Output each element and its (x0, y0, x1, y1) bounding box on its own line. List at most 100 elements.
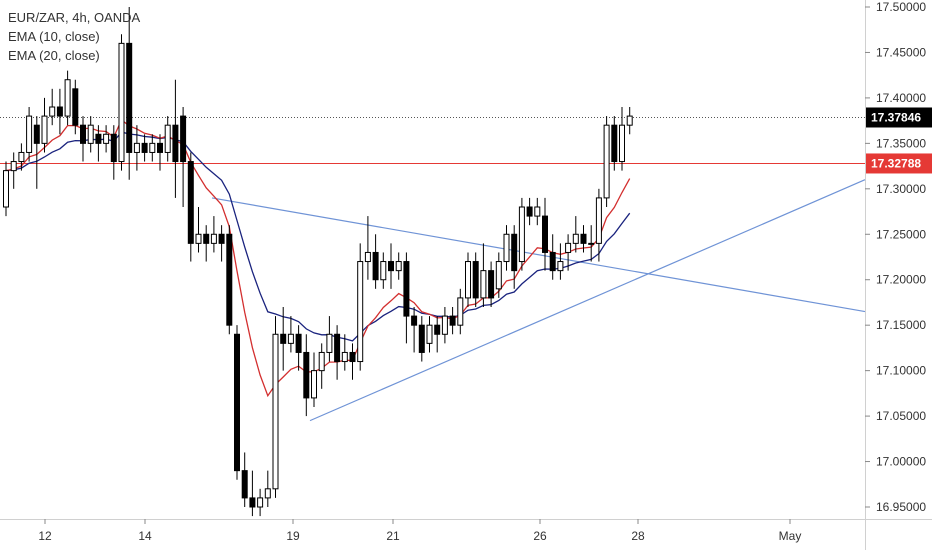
candle-body-up (87, 124, 94, 144)
candle-body-up (557, 261, 564, 272)
candle-body-down (295, 333, 302, 353)
candle-body-down (157, 142, 163, 153)
candle-body-up (311, 370, 317, 399)
candle-body-down (403, 261, 410, 317)
candle-body-down (234, 333, 240, 472)
candle-body-up (588, 242, 595, 245)
candle-body-down (226, 233, 233, 326)
candle-body-up (26, 115, 33, 153)
candle-body-down (472, 261, 479, 299)
candle-body-down (141, 142, 148, 153)
ema-10-label: EMA (10, close) (8, 29, 100, 44)
y-tick-label: 17.50000 (876, 0, 926, 14)
candle-body-up (64, 79, 71, 117)
candle-body-down (280, 333, 287, 344)
candle-body-up (272, 333, 279, 490)
candle-body-down (611, 124, 618, 163)
candle-body-up (426, 324, 433, 344)
candle-body-up (534, 206, 541, 217)
y-tick-label: 17.10000 (876, 364, 926, 378)
candle-body-up (357, 261, 364, 363)
candle-body-down (349, 351, 356, 363)
last-price-label: 17.37846 (871, 110, 921, 124)
descending-trendline (211, 197, 866, 313)
candle-body-up (257, 497, 264, 508)
candle-body-up (195, 233, 202, 244)
candle-body-up (41, 115, 48, 144)
ema-20-line (5, 131, 631, 342)
y-tick-label: 17.20000 (876, 273, 926, 287)
x-tick-label: 14 (138, 529, 152, 543)
candle-body-down (126, 42, 133, 153)
candle-body-up (164, 124, 171, 153)
candle-body-down (203, 233, 210, 244)
candle-body-down (526, 206, 533, 217)
x-tick-label: 12 (38, 529, 52, 543)
candle-body-down (388, 261, 394, 272)
candle-body-down (72, 88, 79, 126)
candle-body-up (149, 142, 156, 153)
y-tick-label: 17.15000 (876, 318, 926, 332)
candle-body-down (33, 124, 40, 144)
y-tick-label: 17.30000 (876, 182, 926, 196)
chart-legend: EUR/ZAR, 4h, OANDA EMA (10, close) EMA (… (8, 8, 140, 65)
candle-body-up (10, 161, 17, 172)
candle-body-up (287, 333, 294, 344)
candle-body-down (303, 351, 310, 399)
ema-20-label: EMA (20, close) (8, 48, 100, 63)
candle-body-up (518, 206, 525, 263)
y-tick-label: 17.35000 (876, 136, 926, 150)
candle-body-up (503, 233, 510, 263)
candle-body-down (218, 233, 225, 244)
candle-body-down (249, 497, 256, 508)
ascending-trendline (309, 179, 866, 422)
candle-body-up (380, 261, 387, 281)
candle-body-up (318, 351, 325, 372)
candle-body-down (187, 161, 194, 244)
candle-body-up (326, 333, 333, 353)
candle-body-up (565, 242, 572, 253)
candle-body-down (110, 133, 117, 163)
candle-body-down (334, 333, 341, 363)
candle-body-up (341, 351, 348, 363)
x-tick-label: 26 (533, 529, 547, 543)
ref-price-label-bg (866, 153, 932, 174)
candle-body-down (180, 115, 187, 163)
candle-body-up (457, 297, 464, 326)
y-tick-label: 17.25000 (876, 227, 926, 241)
candle-body-up (133, 142, 140, 153)
candle-body-down (372, 251, 379, 281)
candle-body-up (103, 133, 110, 144)
x-tick-label: 28 (631, 529, 645, 543)
candle-body-up (395, 261, 402, 272)
candle-body-up (465, 261, 471, 299)
candle-body-up (118, 42, 125, 163)
candle-body-up (441, 315, 448, 335)
chart-title: EUR/ZAR, 4h, OANDA (8, 10, 141, 25)
candle-body-up (264, 488, 271, 499)
candle-body-up (18, 151, 25, 163)
candle-body-down (172, 124, 179, 163)
candle-body-up (210, 233, 217, 244)
y-tick-label: 17.00000 (876, 455, 926, 469)
candle-body-down (241, 470, 248, 499)
candle-body-up (3, 170, 9, 208)
candle-body-down (411, 315, 418, 326)
candle-body-down (434, 324, 441, 335)
y-tick-label: 17.45000 (876, 45, 926, 59)
candle-body-down (80, 124, 86, 144)
candle-body-down (549, 251, 556, 272)
candle-body-down (488, 270, 495, 299)
y-tick-label: 17.05000 (876, 409, 926, 423)
candle-body-up (626, 115, 633, 126)
candle-body-down (56, 106, 63, 117)
candle-body-up (572, 233, 579, 244)
candle-body-up (480, 270, 487, 299)
ref-price-label: 17.32788 (871, 156, 921, 170)
candle-body-up (495, 261, 502, 290)
candle-body-down (542, 215, 548, 253)
x-tick-label: 19 (286, 529, 300, 543)
candle-body-up (49, 106, 56, 117)
